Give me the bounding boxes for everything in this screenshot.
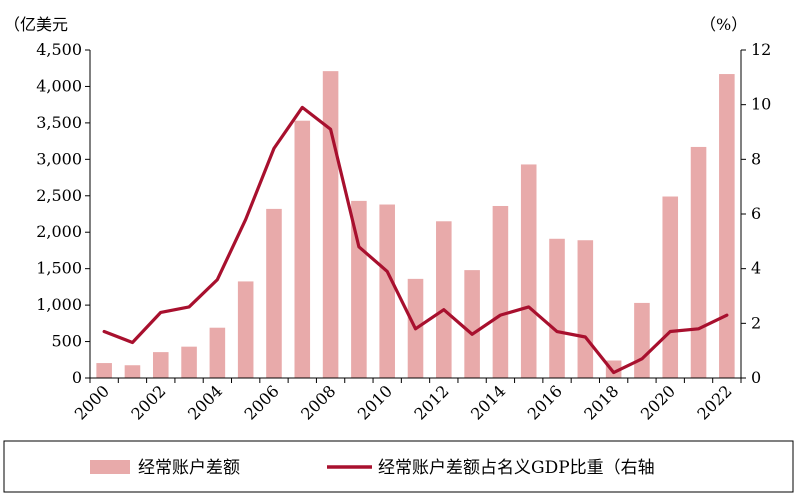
x-tick-label: 2018 <box>580 381 622 423</box>
line-series <box>102 105 729 375</box>
bar-2022 <box>719 74 735 379</box>
left-axis-unit: （亿美元 <box>4 15 68 34</box>
left-tick-label: 3,000 <box>36 149 82 168</box>
x-tick-label: 2002 <box>127 381 169 423</box>
bar-2019 <box>634 302 650 378</box>
bar-2014 <box>492 205 509 378</box>
right-tick-label: 6 <box>751 204 761 223</box>
bar-2018 <box>605 360 622 378</box>
x-tick-label: 2016 <box>524 381 566 423</box>
x-tick-label: 2022 <box>693 381 735 423</box>
right-tick-label: 0 <box>751 368 761 387</box>
bar-2009 <box>351 200 367 378</box>
bar-2001 <box>124 365 141 378</box>
bar-2004 <box>209 327 226 378</box>
left-tick-label: 4,000 <box>36 76 82 95</box>
legend-bar-label: 经常账户差额 <box>138 458 240 478</box>
left-tick-label: 2,000 <box>36 222 82 241</box>
bar-2005 <box>237 281 254 378</box>
bar-2010 <box>379 204 395 378</box>
legend-frame <box>3 440 794 493</box>
bar-2000 <box>96 363 112 378</box>
x-tick-label: 2010 <box>354 381 396 423</box>
right-axis-unit: （%） <box>700 15 747 34</box>
bar-2013 <box>464 270 480 378</box>
bar-2003 <box>181 346 197 378</box>
x-tick-label: 2012 <box>410 381 452 423</box>
right-tick-label: 12 <box>751 40 771 59</box>
bar-2008 <box>322 71 339 378</box>
x-axis-ticks: 2000 2002 2004 2006 2008 2010 2012 2014 2016 2018… <box>71 378 742 424</box>
legend: 经常账户差额 经常账户差额占名义GDP比重（右轴 <box>3 440 794 493</box>
left-tick-label: 4,500 <box>36 40 82 59</box>
bar-2017 <box>577 240 594 378</box>
bar-2002 <box>152 352 169 378</box>
bar-2007 <box>294 120 311 378</box>
left-axis-ticks: 0 500 1,000 1,500 2,000 2,500 3,000 3,500 4,000 4… <box>36 40 90 387</box>
x-tick-label: 2004 <box>184 381 226 423</box>
bar-2006 <box>266 208 282 378</box>
left-tick-label: 3,500 <box>36 113 82 132</box>
left-tick-label: 2,500 <box>36 186 82 205</box>
x-tick-label: 2014 <box>467 381 509 423</box>
bar-series <box>96 71 735 379</box>
right-tick-label: 10 <box>751 95 771 114</box>
x-tick-label: 2008 <box>297 381 339 423</box>
bar-2020 <box>662 196 679 378</box>
right-tick-label: 2 <box>751 313 761 332</box>
legend-bar-swatch <box>90 460 130 474</box>
right-axis-ticks: 0 2 4 6 8 10 12 <box>741 40 771 387</box>
left-tick-label: 500 <box>51 332 82 351</box>
left-tick-label: 0 <box>72 368 82 387</box>
left-tick-label: 1,500 <box>36 259 82 278</box>
right-tick-label: 8 <box>751 149 761 168</box>
x-tick-label: 2000 <box>71 381 113 423</box>
legend-line-label: 经常账户差额占名义GDP比重（右轴 <box>378 458 655 478</box>
bar-2016 <box>549 238 565 378</box>
right-tick-label: 4 <box>751 259 761 278</box>
bar-2021 <box>690 146 707 378</box>
bar-2012 <box>436 221 452 378</box>
x-tick-label: 2020 <box>637 381 679 423</box>
bar-2015 <box>520 164 537 378</box>
x-tick-label: 2006 <box>241 381 283 423</box>
left-tick-label: 1,000 <box>36 295 82 314</box>
